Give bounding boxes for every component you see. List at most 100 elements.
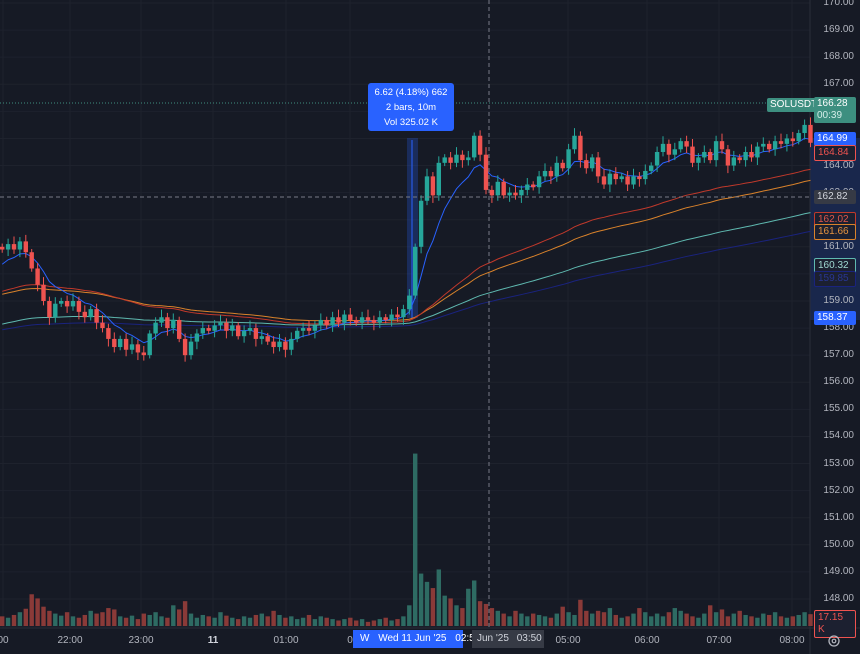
candle-body	[442, 157, 447, 163]
candle-body	[35, 268, 40, 285]
candle-body	[371, 319, 377, 323]
volume-bar	[64, 612, 70, 626]
volume-bar	[23, 608, 28, 626]
candle-body	[507, 192, 512, 196]
volume-bar	[637, 608, 642, 626]
volume-bar	[123, 617, 129, 626]
volume-bar	[47, 610, 52, 626]
volume-bar	[17, 612, 23, 626]
volume-bar	[808, 614, 813, 626]
time-axis-label: 08:00	[779, 635, 805, 646]
volume-bar	[442, 595, 447, 626]
candle-body	[206, 328, 211, 331]
candle-body	[595, 157, 601, 177]
volume-bar	[289, 616, 294, 626]
candle-body	[177, 319, 182, 339]
volume-bar	[436, 569, 441, 626]
candle-body	[306, 328, 312, 331]
volume-bar	[218, 612, 223, 626]
volume-bar	[236, 619, 241, 626]
volume-bar	[224, 615, 229, 626]
candle-body	[182, 338, 188, 356]
volume-bar	[383, 617, 388, 626]
volume-bar	[253, 614, 259, 626]
ma-red-line	[2, 168, 811, 325]
price-axis-label: 153.00	[823, 457, 854, 469]
candle-body	[672, 149, 677, 155]
candle-body	[17, 241, 23, 250]
volume-bar	[29, 594, 34, 626]
candle-body	[59, 300, 64, 304]
price-axis-label: 158.00	[823, 322, 854, 334]
volume-bar	[424, 581, 430, 626]
volume-bar	[182, 601, 188, 626]
range-start-prefix: W	[360, 633, 370, 644]
measure-volume: Vol 325.02 K	[384, 117, 438, 128]
price-axis-label: 169.00	[823, 24, 854, 36]
measure-tooltip: 6.62 (4.18%) 662 2 bars, 10m Vol 325.02 …	[368, 83, 454, 131]
volume-bar	[501, 613, 506, 626]
candle-body	[153, 322, 158, 334]
candle-body	[407, 295, 412, 310]
range-start-date: Wed 11 Jun '25	[378, 633, 447, 644]
volume-bar	[531, 613, 536, 626]
candle-body	[613, 173, 618, 180]
volume-bar	[495, 610, 500, 626]
candle-body	[129, 344, 135, 350]
candle-body	[348, 314, 353, 320]
volume-bar	[489, 608, 495, 626]
ma-fast-line	[1, 137, 811, 344]
volume-bar	[643, 612, 648, 626]
candle-body	[94, 309, 99, 323]
candle-body	[147, 333, 152, 356]
time-axis[interactable]: 00 22:00 23:00 11 01:00 0 05:00 06:00 07:00 08:00	[0, 628, 810, 654]
time-axis-label: 06:00	[634, 635, 660, 646]
measure-bottom-price: 158.37	[814, 311, 856, 325]
candle-body	[76, 300, 82, 312]
settings-button[interactable]	[827, 634, 841, 648]
volume-bar	[548, 617, 554, 626]
volume-bar	[731, 613, 736, 626]
candle-body	[749, 151, 754, 158]
volume-bar	[389, 620, 394, 626]
volume-bar	[88, 610, 93, 626]
ma-orange-tag: 161.66	[814, 224, 856, 240]
candle-body	[525, 184, 530, 190]
volume-bar	[660, 616, 666, 626]
range-start-label: W Wed 11 Jun '25 02:50	[353, 630, 480, 648]
candle-body	[778, 141, 784, 144]
candle-body	[654, 151, 660, 166]
volume-bar	[106, 608, 111, 626]
candle-body	[560, 162, 565, 169]
volume-bar	[525, 616, 530, 626]
volume-bar	[631, 613, 636, 626]
candle-body	[495, 181, 500, 196]
volume-bar	[377, 619, 382, 626]
candle-body	[135, 344, 141, 353]
candle-body	[395, 314, 400, 318]
candle-body	[47, 300, 52, 318]
volume-bar	[312, 619, 318, 626]
volume-bar	[171, 605, 176, 626]
volume-bar	[241, 616, 247, 626]
volume-bar	[330, 619, 335, 626]
volume-bar	[477, 601, 483, 626]
volume-bar	[578, 599, 583, 626]
candle-body	[224, 322, 229, 331]
candle-body	[289, 338, 294, 350]
volume-bar	[666, 612, 672, 626]
candle-body	[802, 124, 807, 134]
candle-body	[784, 138, 790, 144]
price-axis-label: 156.00	[823, 376, 854, 388]
ma-navy-tag: 159.85	[814, 271, 856, 287]
volume-bar	[725, 616, 731, 626]
candle-body	[713, 141, 719, 161]
price-axis-label: 149.00	[823, 565, 854, 577]
candle-body	[566, 149, 571, 169]
candle-body	[389, 314, 394, 320]
candle-body	[100, 322, 105, 329]
time-axis-label: 07:00	[706, 635, 732, 646]
volume-bar	[11, 614, 17, 626]
candle-body	[761, 143, 766, 147]
volume-bar	[749, 616, 754, 626]
